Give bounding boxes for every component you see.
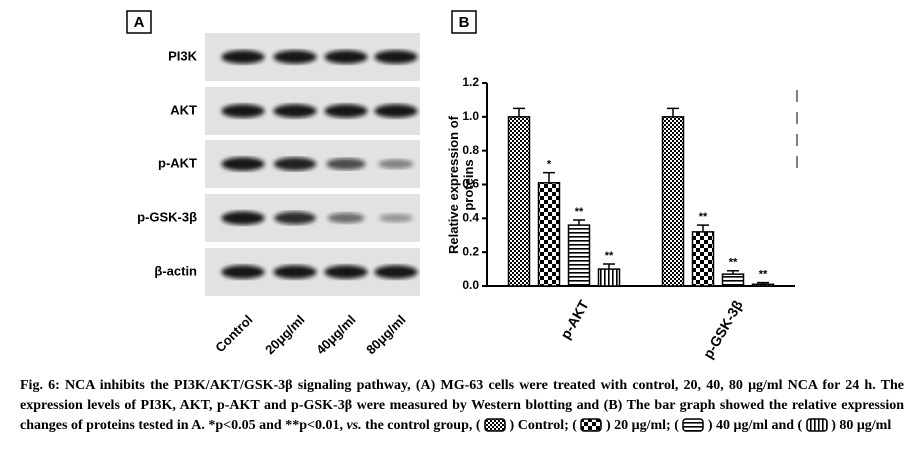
band [273, 157, 317, 171]
legend-swatch [580, 418, 603, 432]
band [274, 211, 316, 225]
band [324, 50, 368, 64]
legend-paren: ( [797, 418, 803, 433]
legend-label: 80 μg/ml [839, 418, 892, 433]
y-tick-label: 0.4 [462, 211, 479, 225]
legend-paren: ) [707, 418, 713, 433]
legend-swatch-fill [682, 418, 705, 432]
band [379, 213, 413, 223]
band [221, 211, 265, 225]
band [273, 50, 317, 64]
y-tick-label: 1.2 [462, 75, 479, 89]
significance-label: * [547, 159, 552, 171]
y-tick-label: 0.8 [462, 143, 479, 157]
legend-paren: ) [831, 418, 836, 433]
legend-swatch-fill [805, 418, 828, 432]
x-tick-label: p-AKT [557, 297, 592, 342]
lane-label: Control [212, 312, 255, 355]
caption: Fig. 6: NCA inhibits the PI3K/AKT/GSK-3β… [20, 376, 904, 436]
legend-join: ; [666, 418, 671, 433]
legend-label: Control [517, 418, 565, 433]
lane-label: 80μg/ml [363, 312, 408, 357]
bar [507, 116, 531, 287]
row-label: p-GSK-3β [137, 209, 197, 224]
lane-label: 20μg/ml [262, 312, 307, 357]
bar [597, 268, 621, 287]
legend-swatch [484, 418, 506, 432]
legend-paren: ( [475, 418, 481, 433]
y-tick-label: 1.0 [462, 109, 479, 123]
legend-label: 40 μg/ml [716, 418, 768, 433]
legend-paren: ( [572, 418, 577, 433]
bar [567, 224, 591, 287]
bar [721, 273, 745, 287]
row-label: AKT [170, 102, 197, 117]
row-label: PI3K [168, 48, 198, 63]
panel-label-box [451, 10, 477, 34]
band [374, 265, 418, 279]
bar [537, 182, 561, 287]
x-tick-label: p-GSK-3β [700, 297, 746, 361]
band [324, 104, 368, 118]
y-tick-label: 0.2 [462, 244, 479, 258]
bar [661, 116, 685, 287]
caption-emphasis: vs. [346, 418, 362, 433]
panel-label: B [459, 14, 470, 31]
band [221, 104, 265, 118]
band [273, 265, 317, 279]
legend-paren: ( [674, 418, 679, 433]
y-axis-label: Relative expression ofproteins [446, 115, 476, 254]
band [374, 104, 418, 118]
bar [751, 283, 775, 287]
y-tick-label: 0.0 [462, 278, 479, 292]
significance-label: ** [759, 269, 768, 281]
y-tick-label: 0.6 [462, 177, 479, 191]
legend-swatch-fill [580, 418, 603, 432]
panel-label-box [126, 10, 152, 34]
band [327, 212, 365, 224]
bar-chart: 0.0 0.2 0.4 0.6 0.8 1.0 1.2 Relative expression… [446, 75, 795, 361]
row-label: p-AKT [158, 155, 197, 170]
significance-label: ** [605, 250, 614, 262]
lane-label: 40μg/ml [313, 312, 358, 357]
legend-join: ; [564, 418, 569, 433]
panel-label: A [134, 14, 145, 31]
band [378, 159, 414, 169]
legend-join: and [771, 418, 795, 433]
figure: A B PI3K AKT p-AKT p-GSK-3β β-actin Control 20… [126, 10, 798, 361]
band [221, 265, 265, 279]
y-axis-label-line: proteins [461, 159, 476, 210]
significance-label: ** [699, 211, 708, 223]
legend-paren: ) [605, 418, 611, 433]
legend: ( ) Control; ( ) 20 μg/ml; ( ) 40 μg/ml … [476, 418, 891, 433]
legend-label: 20 μg/ml [614, 418, 667, 433]
caption-text: Fig. 6: NCA inhibits the PI3K/AKT/GSK-3β… [20, 378, 904, 433]
band [221, 157, 265, 171]
legend-paren: ) [509, 418, 515, 433]
legend-swatch [805, 418, 828, 432]
significance-label: ** [729, 257, 738, 269]
band [326, 158, 366, 170]
legend-swatch [682, 418, 705, 432]
band [273, 104, 317, 118]
significance-label: ** [575, 206, 584, 218]
band [324, 265, 368, 279]
western-blot: PI3K AKT p-AKT p-GSK-3β β-actin Control 20μg/m… [137, 33, 420, 357]
legend-swatch-fill [484, 418, 506, 432]
bar [691, 231, 715, 287]
band [221, 50, 265, 64]
y-axis-label-line: Relative expression of [446, 115, 461, 254]
row-label: β-actin [154, 263, 197, 278]
caption-text: the control group, [365, 418, 473, 433]
band [374, 50, 418, 64]
